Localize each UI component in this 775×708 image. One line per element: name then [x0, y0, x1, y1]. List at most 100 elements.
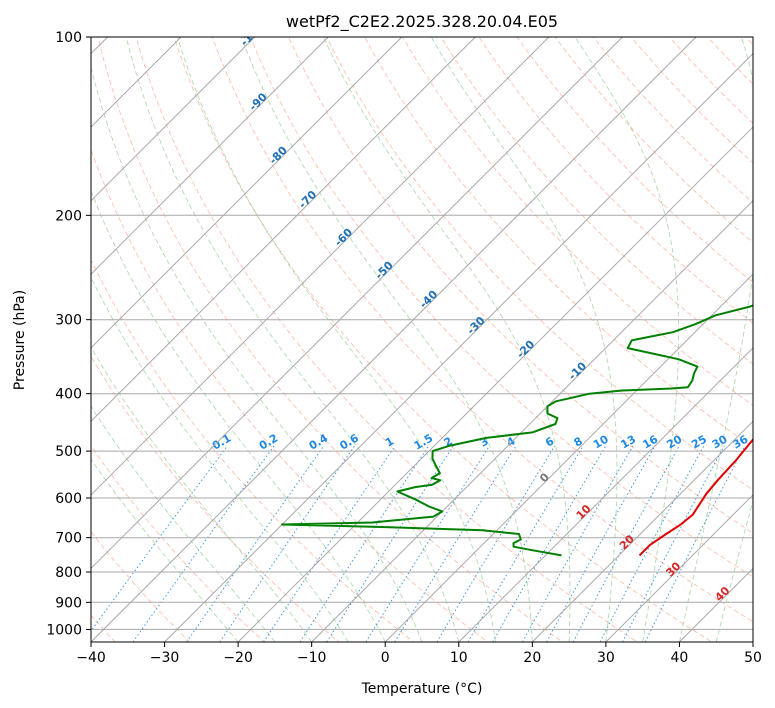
dry-adiabat-line	[440, 37, 753, 365]
mixing-ratio-label: 1.5	[412, 432, 435, 453]
mixing-ratio-label: 30	[710, 432, 730, 451]
dry-adiabat-line	[706, 37, 753, 85]
dry-adiabat-line	[287, 37, 753, 534]
y-tick-label: 1000	[46, 622, 82, 638]
moist-adiabat-line	[91, 189, 386, 642]
moist-adiabat-line	[176, 37, 497, 642]
mixing-ratio-line	[219, 445, 356, 642]
y-tick-label: 100	[55, 30, 82, 46]
mixing-ratio-label: 20	[665, 432, 685, 451]
mixing-ratio-line	[436, 445, 556, 642]
isotherm-line	[91, 37, 623, 570]
isotherm-line	[164, 52, 753, 642]
moist-adiabat-line	[91, 405, 276, 642]
dry-adiabat-line	[173, 37, 713, 642]
axes: −40 −30 −20 −10 0 10 20 30 40 50 100 200 300 400 500 60…	[46, 30, 762, 666]
mixing-ratio-line	[263, 445, 396, 642]
plot-background-lines: 0.1 0.2 0.4 0.6 1 1.5 2 3 4 6 8 10 13 16 20 25 30 36-100-…	[91, 37, 753, 642]
mixing-ratio-label: 16	[640, 432, 660, 451]
dry-adiabat-line	[211, 37, 753, 623]
mixing-ratio-line	[132, 445, 275, 642]
moist-adiabat-line	[91, 65, 423, 642]
dry-adiabat-line	[326, 37, 753, 491]
x-tick-label: 0	[381, 650, 390, 666]
dry-adiabat-line	[630, 37, 753, 164]
y-tick-label: 500	[55, 444, 82, 460]
dry-adiabat-label: -20	[514, 338, 537, 361]
dry-adiabat-line	[91, 355, 340, 642]
moist-adiabat-label: 40	[712, 584, 732, 604]
plot-data	[281, 304, 753, 557]
dry-adiabat-line	[91, 531, 191, 642]
mixing-ratio-line	[644, 445, 746, 642]
dry-adiabat-line	[592, 37, 753, 204]
dry-adiabat-label: -30	[464, 314, 487, 337]
mixing-ratio-line	[522, 445, 634, 642]
y-tick-label: 700	[55, 531, 82, 547]
dry-adiabat-line	[135, 37, 638, 642]
moist-adiabat-line	[91, 458, 239, 642]
dry-adiabat-line	[97, 37, 564, 642]
dry-adiabat-line	[91, 148, 489, 642]
mixing-ratio-label: 13	[618, 433, 638, 452]
moist-adiabat-line	[574, 37, 680, 642]
dry-adiabat-label: -70	[296, 188, 319, 211]
isotherm-line	[91, 37, 403, 349]
dry-adiabat-line	[249, 37, 753, 578]
y-tick-label: 800	[55, 565, 82, 581]
mixing-ratio-line	[546, 445, 656, 642]
x-tick-label: 10	[450, 650, 468, 666]
plot-frame	[90, 36, 754, 643]
moist-adiabat-line	[125, 37, 460, 642]
y-axis-label: Pressure (hPa)	[12, 290, 28, 390]
isotherm-line	[91, 37, 697, 642]
temperature-profile-line	[638, 437, 753, 557]
moist-adiabat-line	[715, 499, 753, 642]
x-tick-label: −40	[76, 650, 106, 666]
mixing-ratio-line	[186, 445, 325, 642]
dry-adiabat-label: -10	[566, 359, 589, 382]
mixing-ratio-line	[394, 445, 517, 642]
moist-adiabat-label: 30	[663, 559, 683, 579]
y-tick-label: 900	[55, 595, 82, 611]
moist-adiabat-line	[91, 276, 349, 642]
isotherm-line	[605, 494, 753, 642]
moist-adiabat-line	[91, 345, 313, 642]
x-tick-label: 40	[671, 650, 689, 666]
x-tick-label: −20	[223, 650, 253, 666]
dry-adiabat-label: -40	[417, 288, 440, 311]
dry-adiabat-line	[402, 37, 753, 406]
dry-adiabat-line	[91, 445, 265, 642]
mixing-ratio-line	[622, 445, 725, 642]
y-tick-label: 300	[55, 313, 82, 329]
dry-adiabat-label: -60	[332, 226, 355, 249]
x-tick-label: 50	[744, 650, 762, 666]
mixing-ratio-line	[365, 445, 490, 642]
moist-adiabat-line	[678, 37, 753, 642]
mixing-ratio-label: 1	[383, 435, 396, 450]
isotherm-line	[531, 420, 753, 642]
dry-adiabat-line	[516, 37, 753, 284]
mixing-ratio-label: 0.2	[257, 432, 280, 453]
y-tick-label: 400	[55, 387, 82, 403]
dry-adiabat-line	[668, 37, 753, 124]
moist-adiabat-label: 20	[617, 532, 637, 552]
x-axis-label: Temperature (°C)	[361, 681, 483, 697]
dry-adiabat-line	[91, 258, 415, 642]
moist-adiabat-line	[322, 37, 571, 642]
isotherm-line	[458, 347, 753, 642]
x-tick-label: −10	[297, 650, 327, 666]
dry-adiabat-line	[364, 37, 753, 448]
isotherm-line	[384, 273, 753, 642]
mixing-ratio-line	[326, 445, 454, 642]
dry-adiabat-label: -80	[267, 144, 290, 167]
y-tick-label: 600	[55, 491, 82, 507]
mixing-ratio-label: 8	[572, 435, 585, 450]
mixing-ratio-label: 25	[689, 433, 709, 452]
chart-title: wetPf2_C2E2.2025.328.20.04.E05	[286, 12, 558, 32]
x-tick-label: 20	[523, 650, 541, 666]
mixing-ratio-line	[467, 445, 584, 642]
isotherm-line	[91, 37, 550, 496]
isotherm-line	[237, 126, 753, 642]
mixing-ratio-label: 0.4	[307, 431, 331, 452]
